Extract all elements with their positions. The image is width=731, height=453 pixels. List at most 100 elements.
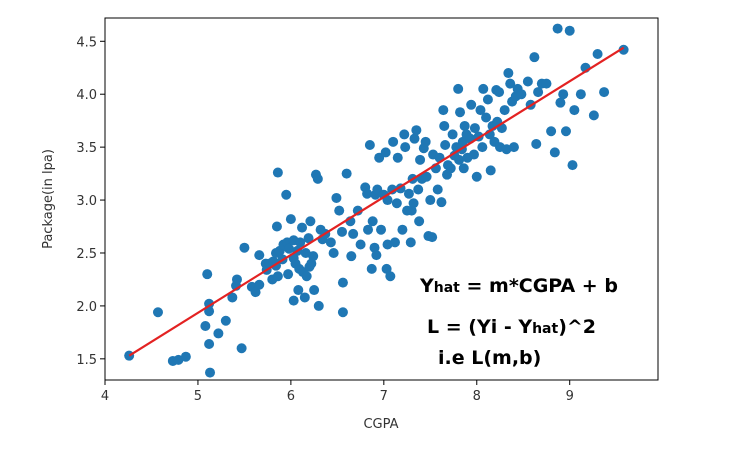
data-point: [453, 83, 464, 94]
data-point: [367, 216, 378, 227]
data-point: [152, 307, 163, 318]
data-point: [301, 271, 312, 282]
data-point: [227, 292, 238, 303]
data-point: [341, 168, 352, 179]
data-point: [204, 339, 215, 350]
y-tick-label: 2.5: [76, 247, 97, 262]
data-point: [478, 83, 489, 94]
data-point: [575, 89, 586, 100]
data-point: [436, 197, 447, 208]
data-point: [254, 279, 265, 290]
data-point: [271, 221, 282, 232]
data-point: [381, 263, 392, 274]
data-point: [408, 198, 419, 209]
data-point: [305, 216, 316, 227]
data-point: [348, 228, 359, 239]
data-point: [477, 142, 488, 153]
data-point: [475, 105, 486, 116]
data-point: [382, 195, 393, 206]
data-point: [380, 147, 391, 158]
data-point: [420, 136, 431, 147]
data-point: [445, 163, 456, 174]
data-point: [569, 105, 580, 116]
y-tick-label: 4.5: [76, 35, 97, 50]
data-point: [362, 188, 373, 199]
data-point: [455, 107, 466, 118]
data-point: [588, 110, 599, 121]
y-tick-label: 4.0: [76, 88, 97, 103]
data-point: [531, 138, 542, 149]
data-point: [409, 133, 420, 144]
data-point: [297, 222, 308, 233]
data-point: [313, 300, 324, 311]
x-axis-ticks: 4 5 6 7 8 9: [101, 380, 574, 404]
data-point: [283, 269, 294, 280]
data-point: [413, 184, 424, 195]
data-point: [560, 126, 571, 137]
data-point: [346, 251, 357, 262]
data-point: [366, 263, 377, 274]
data-point: [505, 78, 516, 89]
data-point: [352, 205, 363, 216]
data-point: [481, 112, 492, 123]
data-point: [303, 233, 314, 244]
data-point: [293, 285, 304, 296]
data-point: [299, 292, 310, 303]
data-point: [432, 184, 443, 195]
data-point: [385, 271, 396, 282]
data-point: [468, 149, 479, 160]
x-axis-label: CGPA: [363, 417, 398, 432]
data-point: [425, 195, 436, 206]
data-point: [363, 224, 374, 235]
data-point: [503, 68, 514, 79]
y-tick-label: 3.5: [76, 141, 97, 156]
data-point: [447, 129, 458, 140]
data-point: [555, 97, 566, 108]
data-point: [231, 274, 242, 285]
data-point: [213, 328, 224, 339]
data-point: [564, 25, 575, 36]
data-point: [459, 120, 470, 131]
data-point: [541, 78, 552, 89]
data-point: [355, 239, 366, 250]
data-point: [466, 99, 477, 110]
data-point: [469, 123, 480, 134]
data-point: [272, 271, 283, 282]
data-point: [421, 171, 432, 182]
data-point: [288, 295, 299, 306]
data-point: [281, 189, 292, 200]
data-point: [567, 160, 578, 171]
x-tick-label: 5: [194, 389, 202, 404]
y-axis-ticks: 1.5 2.0 2.5 3.0 3.5 4.0 4.5: [76, 35, 105, 368]
data-point: [508, 142, 519, 153]
regression-lines: [128, 46, 625, 357]
data-point: [415, 154, 426, 165]
data-point: [337, 226, 347, 237]
data-point: [334, 205, 345, 216]
data-point: [236, 343, 247, 354]
data-point: [364, 140, 375, 151]
x-tick-label: 8: [473, 389, 481, 404]
data-point: [337, 307, 348, 318]
equation-loss-function: i.e L(m,b): [438, 347, 541, 369]
data-point: [546, 126, 557, 137]
data-point: [618, 44, 629, 55]
data-point: [312, 173, 323, 184]
y-axis-label: Package(in lpa): [41, 149, 56, 249]
data-point: [482, 94, 493, 105]
data-point: [558, 89, 569, 100]
data-point: [331, 192, 342, 203]
data-point: [494, 87, 505, 98]
data-point: [295, 237, 306, 248]
data-point: [533, 87, 544, 98]
data-point: [440, 140, 451, 151]
data-point: [285, 214, 296, 225]
data-point: [391, 198, 402, 209]
data-point: [392, 152, 403, 163]
data-point: [180, 351, 191, 362]
data-point: [529, 52, 540, 63]
scatter-points: [124, 23, 629, 378]
data-point: [371, 250, 382, 261]
data-point: [272, 167, 283, 178]
data-point: [239, 242, 250, 253]
